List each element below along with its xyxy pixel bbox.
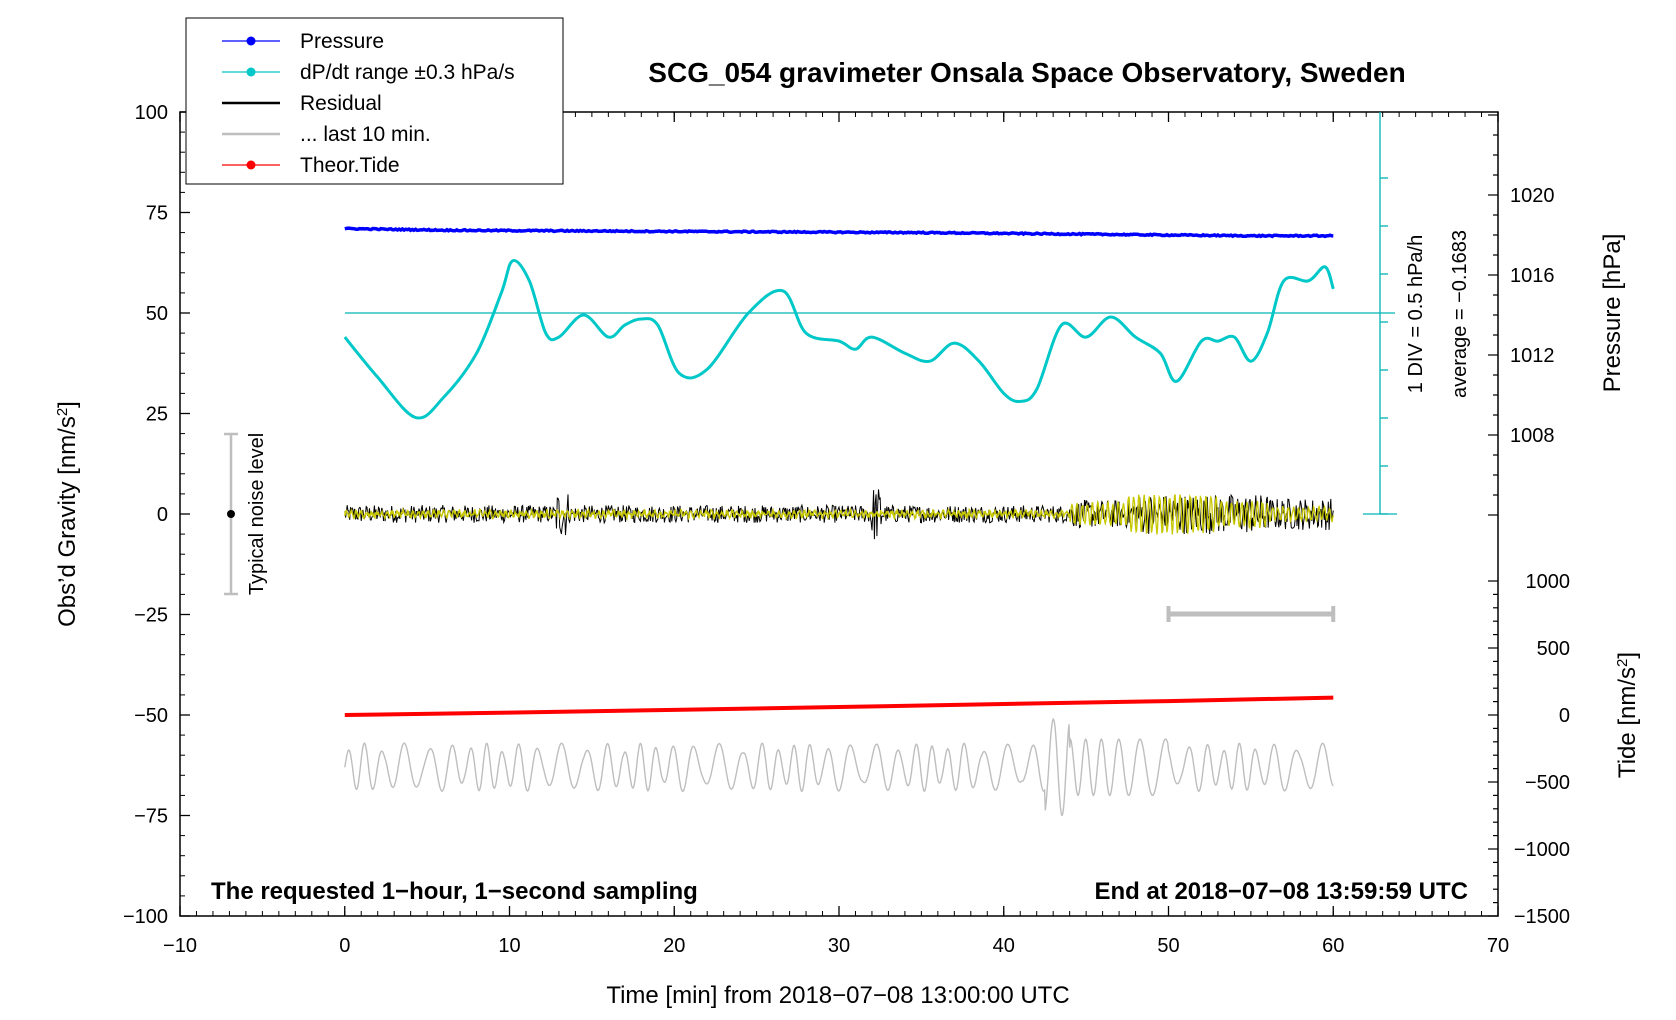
pressure-tick-label: 1020 (1510, 185, 1555, 207)
legend-label: Residual (300, 92, 382, 115)
tide-tick-label: 500 (1537, 638, 1570, 660)
y-tick-label: 75 (146, 203, 168, 225)
series-layer (343, 226, 1335, 817)
pressure-tick-label: 1012 (1510, 345, 1555, 367)
noise-bar (224, 432, 238, 596)
last10-bracket (1166, 606, 1336, 622)
tide-tick-label: −1000 (1514, 839, 1570, 861)
x-axis-label: Time [min] from 2018−07−08 13:00:00 UTC (606, 982, 1069, 1009)
y-tick-label: 25 (146, 404, 168, 426)
noise-label: Typical noise level (246, 433, 268, 595)
average-label: average = −0.1683 (1449, 230, 1471, 398)
y-tick-labels: 100 75 50 25 0 −25 −50 −75 −100 (123, 102, 168, 928)
tide-tick-label: −1500 (1514, 906, 1570, 928)
x-tick-label: 0 (339, 935, 350, 957)
legend-marker (246, 67, 256, 77)
div-label: 1 DIV = 0.5 hPa/h (1405, 235, 1427, 393)
legend-marker (246, 36, 256, 46)
chart-title: SCG_054 gravimeter Onsala Space Observat… (648, 57, 1405, 88)
y-tick-label: −25 (134, 605, 168, 627)
x-tick-label: 70 (1487, 935, 1509, 957)
tide-tick-label: −500 (1525, 772, 1570, 794)
y-tick-label: −50 (134, 705, 168, 727)
last10-series (344, 717, 1334, 817)
y-tick-label: 0 (157, 504, 168, 526)
y-tick-label: 50 (146, 303, 168, 325)
legend-marker (246, 160, 256, 170)
y-tick-label: 100 (135, 102, 168, 124)
tide-tick-labels: 1000 500 0 −500 −1000 −1500 (1514, 571, 1570, 928)
legend-label: ... last 10 min. (300, 123, 431, 146)
legend-label: Pressure (300, 30, 384, 53)
legend-label: dP/dt range ±0.3 hPa/s (300, 61, 515, 84)
y-tick-label: −75 (134, 806, 168, 828)
legend: Pressure dP/dt range ±0.3 hPa/s Residual..… (185, 17, 564, 185)
tide-series (344, 695, 1334, 717)
legend-label: Theor.Tide (300, 154, 400, 177)
dpdt-series (343, 259, 1335, 420)
x-tick-label: 20 (663, 935, 685, 957)
pressure-series (344, 226, 1334, 239)
tide-tick-label: 0 (1559, 705, 1570, 727)
legend-box (185, 17, 564, 185)
bottom-right-note: End at 2018−07−08 13:59:59 UTC (1094, 878, 1468, 905)
tide-tick-label: 1000 (1526, 571, 1571, 593)
bottom-left-note: The requested 1−hour, 1−second sampling (211, 878, 698, 905)
x-tick-labels: −10 0 10 20 30 40 50 60 70 (163, 935, 1509, 957)
pressure-tick-labels: 1020 1016 1012 1008 (1510, 185, 1555, 447)
x-tick-label: −10 (163, 935, 197, 957)
x-tick-label: 60 (1322, 935, 1344, 957)
noise-dot (227, 510, 235, 518)
x-tick-label: 10 (498, 935, 520, 957)
pressure-tick-label: 1008 (1510, 425, 1555, 447)
y-axis-label-pressure: Pressure [hPa] (1599, 234, 1626, 393)
x-tick-label: 40 (993, 935, 1015, 957)
y-tick-label: −100 (123, 906, 168, 928)
x-tick-label: 50 (1157, 935, 1179, 957)
pressure-tick-label: 1016 (1510, 265, 1555, 287)
residual-filtered-series (344, 493, 1334, 535)
div-scale-bar (1363, 112, 1397, 515)
y-axis-label-left: Obs’d Gravity [nm/s2] (54, 401, 82, 627)
y-axis-label-tide: Tide [nm/s2] (1614, 652, 1642, 778)
x-tick-label: 30 (828, 935, 850, 957)
